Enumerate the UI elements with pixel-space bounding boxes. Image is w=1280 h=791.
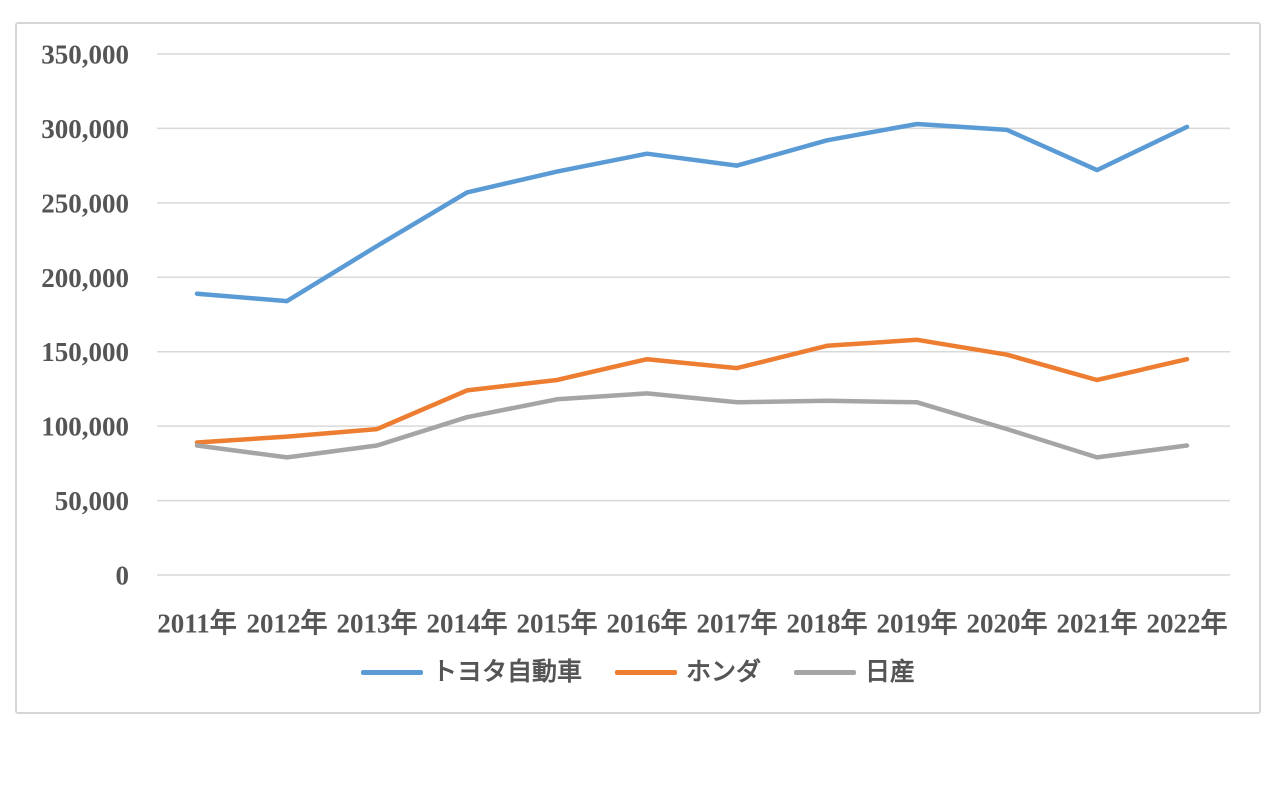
y-axis-tick-label: 300,000 [41, 114, 129, 144]
x-axis-tick-label: 2015年 [517, 608, 598, 639]
legend-item-honda: ホンダ [614, 658, 761, 686]
chart-legend: トヨタ自動車 ホンダ 日産 [17, 654, 1259, 690]
legend-item-nissan: 日産 [794, 660, 915, 685]
y-axis-tick-label: 200,000 [41, 263, 129, 293]
legend-item-toyota: トヨタ自動車 [360, 658, 582, 686]
series-line-honda [194, 337, 1190, 445]
legend-label-nissan: 日産 [865, 658, 916, 686]
x-axis-tick-label: 2017年 [697, 608, 778, 639]
x-axis-tick-label: 2022年 [1147, 608, 1228, 639]
x-axis-tick-label: 2011年 [157, 608, 237, 639]
legend-swatch-toyota [360, 669, 423, 675]
y-axis-tick-label: 250,000 [41, 188, 129, 218]
x-axis-tick-label: 2013年 [337, 608, 418, 639]
legend-swatch-nissan [794, 669, 856, 675]
legend-swatch-honda [614, 669, 677, 675]
series-line-toyota [194, 121, 1190, 304]
x-axis-tick-label: 2021年 [1057, 608, 1138, 639]
x-axis-tick-label: 2014年 [427, 608, 508, 639]
x-axis-tick-label: 2018年 [787, 608, 868, 639]
x-axis-tick-label: 2016年 [607, 608, 688, 639]
y-axis-tick-label: 100,000 [41, 412, 129, 442]
y-axis-tick-label: 50,000 [55, 486, 129, 516]
x-axis-tick-label: 2020年 [967, 608, 1048, 639]
y-axis-tick-label: 0 [116, 561, 130, 591]
x-axis-tick-label: 2012年 [247, 608, 328, 639]
series-line-nissan [194, 391, 1190, 460]
y-axis-tick-label: 350,000 [41, 40, 129, 70]
y-axis-tick-label: 150,000 [41, 337, 129, 367]
chart-container[interactable]: 0 50,000 100,000 150,000 200,000 250,000 300,0… [15, 22, 1261, 714]
legend-label-honda: ホンダ [685, 658, 761, 686]
legend-label-toyota: トヨタ自動車 [431, 658, 582, 686]
line-chart: 0 50,000 100,000 150,000 200,000 250,000 300,0… [41, 40, 1230, 639]
x-axis-tick-label: 2019年 [877, 608, 958, 639]
